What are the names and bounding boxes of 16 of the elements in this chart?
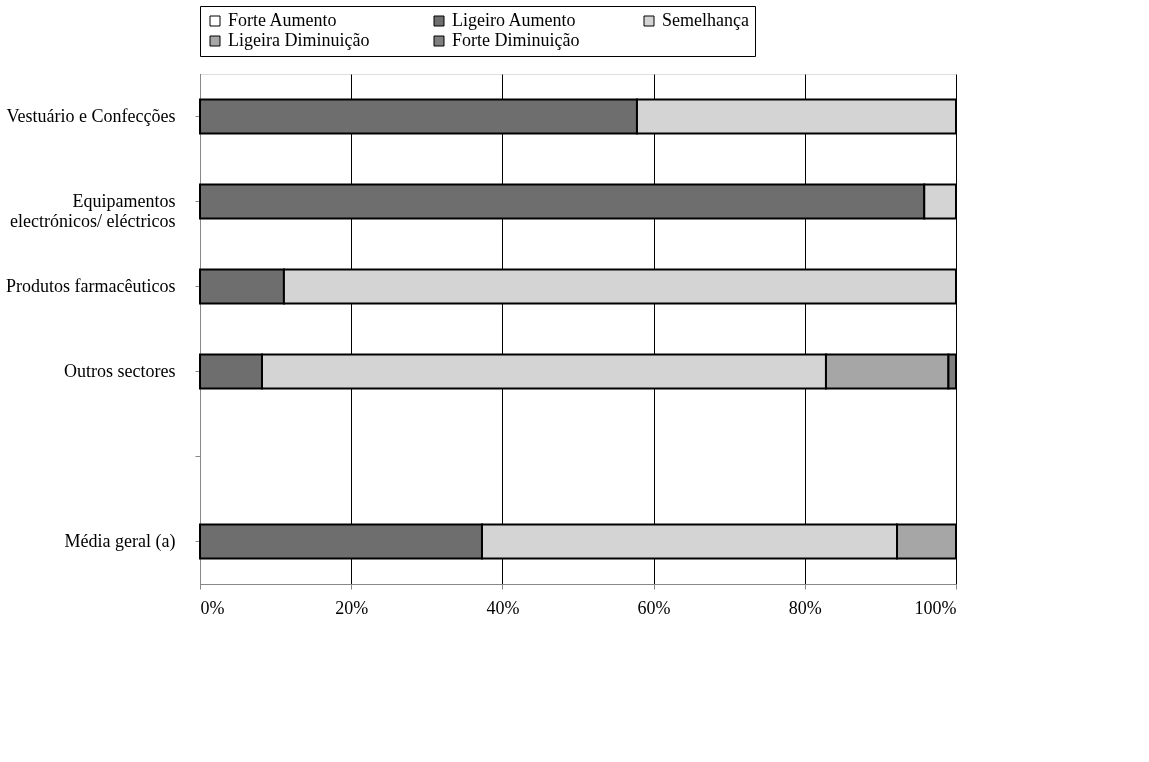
- x-tick-label: 20%: [335, 597, 369, 618]
- x-tick-label: 0%: [200, 597, 225, 618]
- y-tick-label: Equipamentos electrónicos/ eléctricos: [10, 190, 176, 231]
- legend-label: Ligeira Diminuição: [228, 30, 370, 50]
- legend-label: Forte Diminuição: [452, 30, 580, 50]
- legend-label: Ligeiro Aumento: [452, 10, 576, 30]
- y-tick-label: Vestuário e Confecções: [6, 105, 176, 126]
- x-tick-label: 100%: [914, 597, 957, 618]
- legend-label: Semelhança: [662, 10, 749, 30]
- y-tick-label: Outros sectores: [64, 360, 176, 381]
- x-tick-label: 60%: [637, 597, 671, 618]
- y-tick-label: Média geral (a): [64, 530, 176, 552]
- y-tick-label: Produtos farmacêuticos: [6, 275, 176, 296]
- x-tick-label: 40%: [486, 597, 520, 618]
- legend-label: Forte Aumento: [228, 10, 337, 30]
- x-tick-label: 80%: [788, 597, 822, 618]
